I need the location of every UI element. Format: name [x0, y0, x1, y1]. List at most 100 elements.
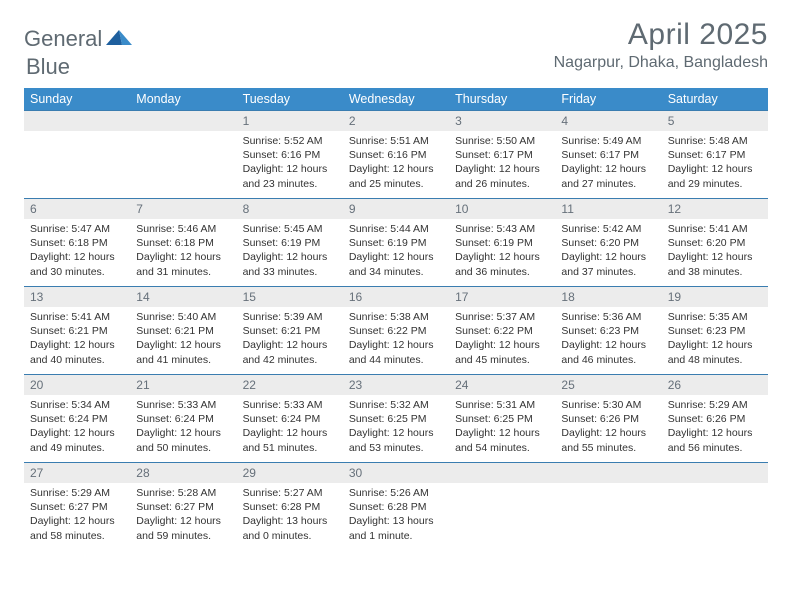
daylight-line: Daylight: 12 hours and 45 minutes.	[455, 338, 549, 366]
daylight-line: Daylight: 12 hours and 44 minutes.	[349, 338, 443, 366]
sunrise-line: Sunrise: 5:30 AM	[561, 398, 655, 412]
day-number: 2	[343, 111, 449, 131]
calendar-day-cell: 2Sunrise: 5:51 AMSunset: 6:16 PMDaylight…	[343, 111, 449, 199]
calendar-day-cell	[130, 111, 236, 199]
location-line: Nagarpur, Dhaka, Bangladesh	[554, 54, 768, 72]
day-number: 7	[130, 199, 236, 219]
calendar-day-cell: 18Sunrise: 5:36 AMSunset: 6:23 PMDayligh…	[555, 287, 661, 375]
day-number: 26	[662, 375, 768, 395]
weekday-header: Tuesday	[237, 88, 343, 111]
day-number: 5	[662, 111, 768, 131]
sunrise-line: Sunrise: 5:28 AM	[136, 486, 230, 500]
sunset-line: Sunset: 6:18 PM	[136, 236, 230, 250]
daylight-line: Daylight: 12 hours and 53 minutes.	[349, 426, 443, 454]
day-details: Sunrise: 5:29 AMSunset: 6:27 PMDaylight:…	[24, 483, 130, 547]
daylight-line: Daylight: 12 hours and 51 minutes.	[243, 426, 337, 454]
day-details: Sunrise: 5:45 AMSunset: 6:19 PMDaylight:…	[237, 219, 343, 283]
sunrise-line: Sunrise: 5:47 AM	[30, 222, 124, 236]
calendar-day-cell: 11Sunrise: 5:42 AMSunset: 6:20 PMDayligh…	[555, 199, 661, 287]
day-details: Sunrise: 5:44 AMSunset: 6:19 PMDaylight:…	[343, 219, 449, 283]
day-number: 1	[237, 111, 343, 131]
daylight-line: Daylight: 12 hours and 42 minutes.	[243, 338, 337, 366]
day-number: 25	[555, 375, 661, 395]
day-details: Sunrise: 5:39 AMSunset: 6:21 PMDaylight:…	[237, 307, 343, 371]
day-number: 13	[24, 287, 130, 307]
weekday-header-row: SundayMondayTuesdayWednesdayThursdayFrid…	[24, 88, 768, 111]
daylight-line: Daylight: 12 hours and 59 minutes.	[136, 514, 230, 542]
sunset-line: Sunset: 6:19 PM	[243, 236, 337, 250]
sunset-line: Sunset: 6:17 PM	[455, 148, 549, 162]
daylight-line: Daylight: 12 hours and 46 minutes.	[561, 338, 655, 366]
daylight-line: Daylight: 12 hours and 26 minutes.	[455, 162, 549, 190]
day-details: Sunrise: 5:28 AMSunset: 6:27 PMDaylight:…	[130, 483, 236, 547]
weekday-header: Saturday	[662, 88, 768, 111]
day-details: Sunrise: 5:35 AMSunset: 6:23 PMDaylight:…	[662, 307, 768, 371]
brand-word-general: General	[24, 26, 102, 52]
sunrise-line: Sunrise: 5:50 AM	[455, 134, 549, 148]
sunrise-line: Sunrise: 5:31 AM	[455, 398, 549, 412]
daylight-line: Daylight: 12 hours and 49 minutes.	[30, 426, 124, 454]
day-number: 4	[555, 111, 661, 131]
daylight-line: Daylight: 12 hours and 48 minutes.	[668, 338, 762, 366]
calendar-week-row: 6Sunrise: 5:47 AMSunset: 6:18 PMDaylight…	[24, 199, 768, 287]
calendar-day-cell	[662, 463, 768, 551]
day-details: Sunrise: 5:42 AMSunset: 6:20 PMDaylight:…	[555, 219, 661, 283]
day-details: Sunrise: 5:47 AMSunset: 6:18 PMDaylight:…	[24, 219, 130, 283]
sunrise-line: Sunrise: 5:52 AM	[243, 134, 337, 148]
daylight-line: Daylight: 12 hours and 50 minutes.	[136, 426, 230, 454]
sunrise-line: Sunrise: 5:42 AM	[561, 222, 655, 236]
weekday-header: Thursday	[449, 88, 555, 111]
day-details: Sunrise: 5:38 AMSunset: 6:22 PMDaylight:…	[343, 307, 449, 371]
calendar-day-cell: 5Sunrise: 5:48 AMSunset: 6:17 PMDaylight…	[662, 111, 768, 199]
sunrise-line: Sunrise: 5:35 AM	[668, 310, 762, 324]
sunset-line: Sunset: 6:18 PM	[30, 236, 124, 250]
day-number: 22	[237, 375, 343, 395]
sunset-line: Sunset: 6:22 PM	[455, 324, 549, 338]
day-details: Sunrise: 5:36 AMSunset: 6:23 PMDaylight:…	[555, 307, 661, 371]
day-details: Sunrise: 5:40 AMSunset: 6:21 PMDaylight:…	[130, 307, 236, 371]
day-number: 11	[555, 199, 661, 219]
day-details: Sunrise: 5:41 AMSunset: 6:20 PMDaylight:…	[662, 219, 768, 283]
calendar-day-cell: 14Sunrise: 5:40 AMSunset: 6:21 PMDayligh…	[130, 287, 236, 375]
sunrise-line: Sunrise: 5:43 AM	[455, 222, 549, 236]
calendar-day-cell: 24Sunrise: 5:31 AMSunset: 6:25 PMDayligh…	[449, 375, 555, 463]
calendar-day-cell: 10Sunrise: 5:43 AMSunset: 6:19 PMDayligh…	[449, 199, 555, 287]
sunset-line: Sunset: 6:25 PM	[455, 412, 549, 426]
day-number: 15	[237, 287, 343, 307]
daylight-line: Daylight: 12 hours and 23 minutes.	[243, 162, 337, 190]
sunrise-line: Sunrise: 5:38 AM	[349, 310, 443, 324]
day-number: 16	[343, 287, 449, 307]
day-details: Sunrise: 5:43 AMSunset: 6:19 PMDaylight:…	[449, 219, 555, 283]
daylight-line: Daylight: 12 hours and 25 minutes.	[349, 162, 443, 190]
sunrise-line: Sunrise: 5:26 AM	[349, 486, 443, 500]
sunset-line: Sunset: 6:16 PM	[243, 148, 337, 162]
day-details: Sunrise: 5:34 AMSunset: 6:24 PMDaylight:…	[24, 395, 130, 459]
sunrise-line: Sunrise: 5:51 AM	[349, 134, 443, 148]
calendar-day-cell: 12Sunrise: 5:41 AMSunset: 6:20 PMDayligh…	[662, 199, 768, 287]
daylight-line: Daylight: 12 hours and 55 minutes.	[561, 426, 655, 454]
sunset-line: Sunset: 6:28 PM	[349, 500, 443, 514]
calendar-day-cell: 7Sunrise: 5:46 AMSunset: 6:18 PMDaylight…	[130, 199, 236, 287]
day-number: 20	[24, 375, 130, 395]
sunset-line: Sunset: 6:19 PM	[349, 236, 443, 250]
day-number: 27	[24, 463, 130, 483]
weekday-header: Friday	[555, 88, 661, 111]
calendar-day-cell: 23Sunrise: 5:32 AMSunset: 6:25 PMDayligh…	[343, 375, 449, 463]
day-number: 8	[237, 199, 343, 219]
day-number: 30	[343, 463, 449, 483]
daylight-line: Daylight: 12 hours and 27 minutes.	[561, 162, 655, 190]
empty-day	[24, 111, 130, 131]
calendar-day-cell: 22Sunrise: 5:33 AMSunset: 6:24 PMDayligh…	[237, 375, 343, 463]
calendar-day-cell: 17Sunrise: 5:37 AMSunset: 6:22 PMDayligh…	[449, 287, 555, 375]
day-number: 24	[449, 375, 555, 395]
day-details: Sunrise: 5:29 AMSunset: 6:26 PMDaylight:…	[662, 395, 768, 459]
brand-word-blue: Blue	[26, 54, 70, 79]
day-details: Sunrise: 5:33 AMSunset: 6:24 PMDaylight:…	[237, 395, 343, 459]
day-number: 23	[343, 375, 449, 395]
sunset-line: Sunset: 6:22 PM	[349, 324, 443, 338]
day-number: 17	[449, 287, 555, 307]
brand-triangle-icon	[106, 28, 132, 51]
day-number: 28	[130, 463, 236, 483]
sunrise-line: Sunrise: 5:41 AM	[668, 222, 762, 236]
calendar-day-cell: 4Sunrise: 5:49 AMSunset: 6:17 PMDaylight…	[555, 111, 661, 199]
